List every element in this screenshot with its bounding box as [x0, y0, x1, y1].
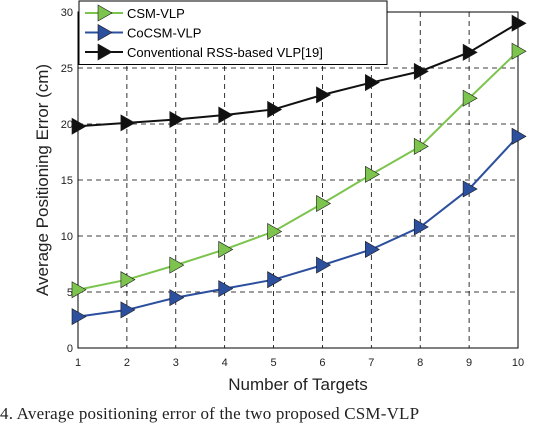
legend-marker	[97, 43, 113, 61]
data-point	[413, 62, 429, 80]
data-point	[218, 106, 234, 124]
data-point	[169, 256, 185, 274]
legend-marker	[97, 4, 113, 22]
data-point	[267, 271, 283, 289]
series-line	[77, 50, 519, 291]
y-tick-label: 5	[67, 287, 73, 299]
data-point	[267, 100, 283, 118]
data-point	[120, 301, 136, 319]
y-tick-label: 0	[67, 343, 73, 355]
legend-label: CSM-VLP	[127, 6, 185, 21]
legend-label: CoCSM-VLP	[127, 26, 201, 41]
y-tick-label: 30	[61, 7, 73, 19]
x-tick-label: 7	[368, 357, 374, 369]
x-axis-label: Number of Targets	[228, 375, 368, 394]
series-line	[77, 22, 519, 128]
legend-box	[78, 0, 388, 65]
line-chart: 1 2 3 4 5 6 7 8 9 10 0 5 10 15 20 25 30 Number of Targe…	[33, 0, 527, 394]
data-point	[316, 256, 332, 274]
grid-lines	[78, 12, 518, 348]
data-point	[71, 117, 87, 135]
x-tick-label: 8	[417, 357, 423, 369]
data-point	[218, 240, 234, 258]
x-tick-label: 9	[466, 357, 472, 369]
series-3	[71, 14, 527, 135]
y-axis-ticks: 0 5 10 15 20 25 30	[61, 7, 73, 355]
series-layer	[71, 14, 527, 326]
data-point	[71, 281, 87, 299]
data-point	[365, 165, 380, 183]
series-2	[71, 127, 527, 326]
data-point	[120, 114, 136, 132]
data-point	[413, 137, 429, 155]
x-tick-label: 3	[173, 357, 179, 369]
data-point	[462, 180, 478, 198]
data-point	[316, 86, 332, 104]
data-point	[511, 42, 527, 60]
legend-item: CoCSM-VLP	[85, 23, 201, 42]
legend-label: Conventional RSS-based VLP[19]	[127, 45, 323, 60]
data-point	[169, 289, 185, 307]
data-point	[462, 89, 478, 107]
y-tick-label: 25	[61, 63, 73, 75]
legend-marker	[97, 23, 113, 42]
y-tick-label: 20	[61, 119, 73, 131]
data-point	[462, 43, 478, 61]
series-1	[71, 42, 527, 299]
legend-item: CSM-VLP	[85, 4, 185, 22]
x-axis-ticks: 1 2 3 4 5 6 7 8 9 10	[75, 357, 524, 369]
data-point	[365, 74, 380, 92]
data-point	[413, 218, 429, 236]
data-point	[218, 280, 234, 298]
x-tick-label: 4	[222, 357, 228, 369]
y-tick-label: 15	[61, 175, 73, 187]
data-point	[120, 271, 136, 289]
series-line	[77, 135, 519, 318]
data-point	[365, 240, 380, 258]
legend-item: Conventional RSS-based VLP[19]	[85, 43, 323, 61]
y-axis-label: Average Positioning Error (cm)	[33, 64, 52, 296]
x-tick-label: 6	[319, 357, 325, 369]
data-point	[316, 195, 332, 213]
x-tick-label: 1	[75, 357, 81, 369]
figure-caption: 4. Average positioning error of the two …	[0, 404, 420, 423]
x-tick-label: 2	[124, 357, 130, 369]
data-point	[511, 127, 527, 145]
data-point	[267, 223, 283, 241]
data-point	[71, 308, 87, 326]
legend: CSM-VLP CoCSM-VLP Conventional RSS-based V…	[78, 0, 388, 65]
data-point	[169, 111, 185, 129]
x-tick-label: 10	[512, 357, 524, 369]
x-tick-label: 5	[270, 357, 276, 369]
y-tick-label: 10	[61, 231, 73, 243]
data-point	[511, 14, 527, 32]
